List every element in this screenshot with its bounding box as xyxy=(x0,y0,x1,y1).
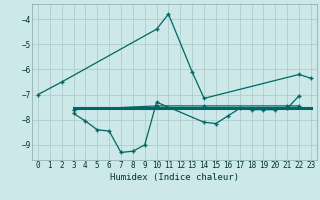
X-axis label: Humidex (Indice chaleur): Humidex (Indice chaleur) xyxy=(110,173,239,182)
